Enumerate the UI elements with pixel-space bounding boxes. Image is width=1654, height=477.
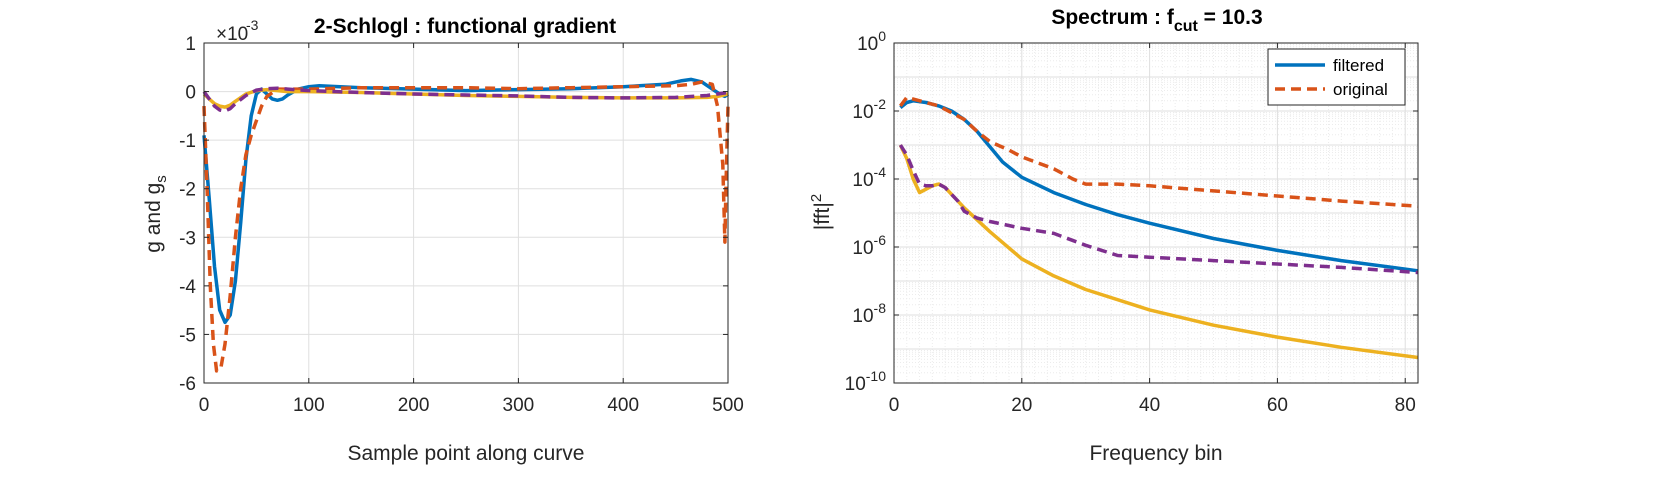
left-y-tick-label: -6 [179,374,196,395]
left-y-axis-label: g and gs [142,175,170,253]
left-y-tick-label: -5 [179,325,196,346]
left-x-tick-label: 0 [199,395,210,416]
svg-text:|fft|2: |fft|2 [808,194,834,230]
left-series-line-1 [202,80,730,373]
svg-text:g and gs: g and gs [142,175,170,253]
right-chart-title: Spectrum : fcut = 10.3 [1051,6,1262,35]
left-y-axis-label-main: g and g [142,183,165,253]
left-x-tick-label: 200 [398,395,430,416]
left-y-tick-label: 0 [185,83,196,104]
left-x-tick-label: 300 [503,395,535,416]
left-y-axis-label-subscript: s [153,175,170,183]
right-series-line-0 [899,99,1419,273]
right-title-main: Spectrum : f [1051,6,1175,29]
left-y-tick-label: 1 [185,34,196,55]
left-plot-background [204,43,728,383]
right-y-axis-label-main: |fft| [811,202,834,230]
right-x-tick-label: 20 [1011,395,1032,416]
right-title-subscript: cut [1174,18,1199,35]
right-y-tick-label: 10-4 [852,164,886,191]
right-y-axis-label-superscript: 2 [808,194,825,202]
left-y-tick-label: -2 [179,180,196,201]
right-series-line-3 [898,144,1419,275]
right-x-tick-label: 0 [889,395,900,416]
right-x-axis-label: Frequency bin [1089,442,1222,465]
left-x-tick-label: 500 [712,395,744,416]
right-axes-box [893,42,1419,384]
left-y-tick-label: -4 [179,277,196,298]
right-x-tick-label: 40 [1139,395,1160,416]
right-y-tick-label: 10-6 [852,232,886,259]
left-x-tick-label: 100 [293,395,325,416]
left-exponent-label: ×10 -3 [216,17,259,45]
right-y-tick-label: 10-2 [852,96,886,123]
right-y-tick-label: 100 [857,28,886,55]
left-x-tick-label: 400 [607,395,639,416]
left-series-line-3 [202,86,729,113]
right-series-line-2 [898,144,1419,360]
left-axes-box [203,42,729,384]
right-x-tick-label: 80 [1395,395,1416,416]
right-series-line-1 [899,95,1419,208]
left-plot-area: 0 100 200 300 400 500 -6 -5 -4 -3 -2 -1 0 1 [179,34,744,416]
right-y-tick-label: 10-10 [845,368,887,395]
right-y-tick-label: 10-8 [852,300,886,327]
left-y-tick-label: -1 [179,131,196,152]
left-y-tick-label: -3 [179,228,196,249]
legend-label-original: original [1333,80,1388,99]
right-y-axis-label: |fft|2 [808,194,834,230]
right-title-suffix: = 10.3 [1198,6,1263,29]
legend-box [1267,48,1406,106]
left-chart-title: 2-Schlogl : functional gradient [314,15,616,38]
left-exponent-base: ×10 [216,24,248,45]
left-x-axis-label: Sample point along curve [348,442,585,465]
left-exponent-power: -3 [246,17,259,33]
legend: filtered original [1267,48,1406,106]
right-x-tick-label: 60 [1267,395,1288,416]
legend-label-filtered: filtered [1333,56,1384,75]
